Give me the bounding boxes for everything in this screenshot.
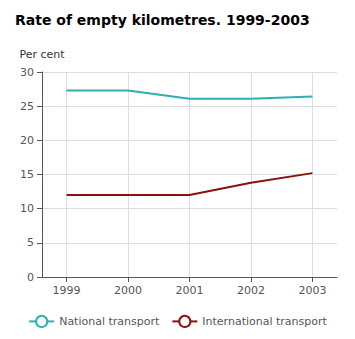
svg-text:2003: 2003 [298,284,326,297]
svg-text:30: 30 [20,66,34,79]
svg-text:Per cent: Per cent [19,48,65,61]
svg-text:5: 5 [27,236,34,249]
svg-text:International transport: International transport [202,315,327,328]
svg-text:1999: 1999 [53,284,81,297]
svg-text:Rate of empty kilometres. 1999: Rate of empty kilometres. 1999-2003 [15,12,310,28]
svg-text:0: 0 [27,271,34,284]
svg-text:20: 20 [20,134,34,147]
svg-text:2000: 2000 [114,284,142,297]
svg-text:15: 15 [20,168,34,181]
svg-text:25: 25 [20,100,34,113]
svg-text:2002: 2002 [237,284,265,297]
svg-text:2001: 2001 [176,284,204,297]
svg-text:10: 10 [20,202,34,215]
svg-text:National transport: National transport [59,315,160,328]
